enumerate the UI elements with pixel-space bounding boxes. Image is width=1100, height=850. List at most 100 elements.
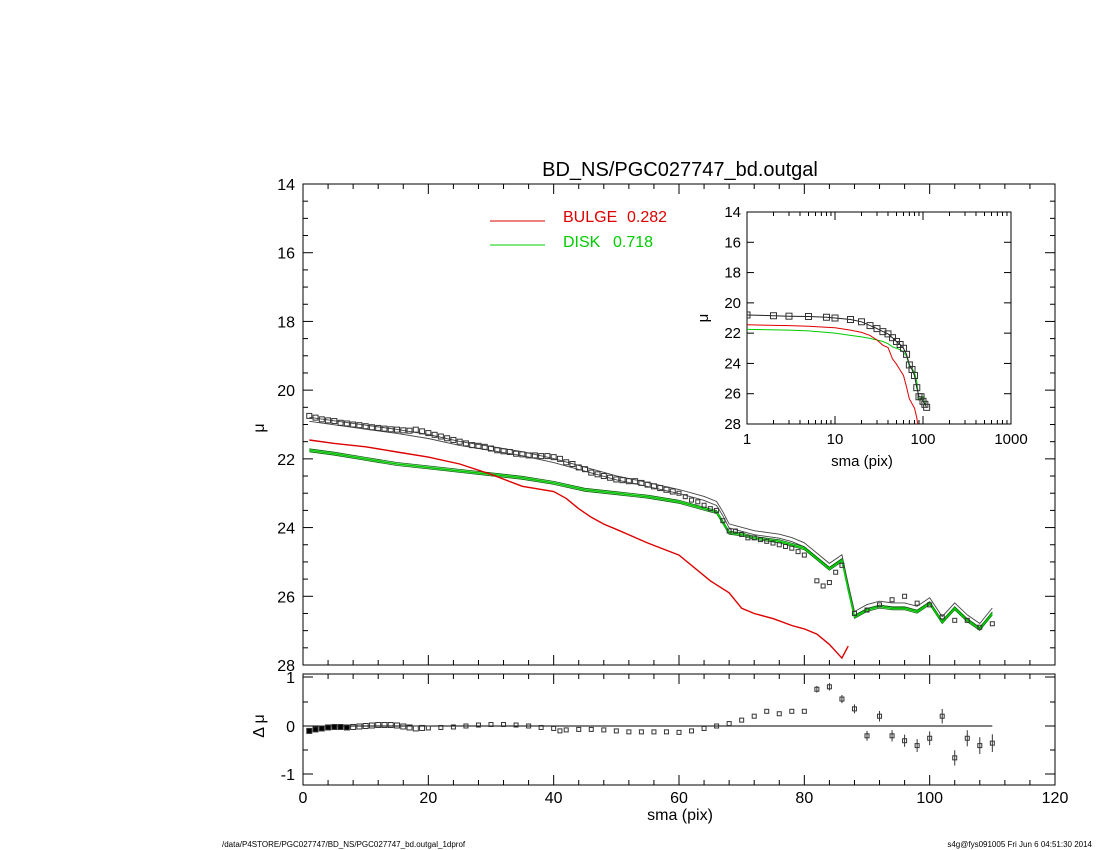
inset-panel: 14 16 18 20 22 24 26 281 10 100 1000 (724, 204, 1027, 448)
main-y-tick-label: 20 (277, 383, 295, 400)
residual-y-tick-label: 1 (286, 670, 295, 687)
inset-x-tick-label: 1000 (994, 431, 1027, 448)
residual-point (576, 726, 582, 732)
data-point (488, 445, 494, 452)
residual-point (826, 684, 832, 690)
main-y-tick-label: 16 (277, 246, 295, 263)
data-point (989, 621, 995, 627)
data-point (833, 569, 839, 575)
data-point (613, 476, 620, 483)
residual-point (626, 729, 632, 735)
data-point (350, 421, 357, 428)
data-point (575, 464, 582, 471)
data-point (695, 499, 701, 505)
residual-point (902, 738, 908, 744)
data-point (732, 528, 738, 534)
residual-point (387, 722, 394, 729)
residual-point (394, 722, 400, 729)
legend-disk-name: DISK (563, 234, 601, 251)
inset-data-point (805, 312, 813, 320)
data-point (481, 443, 488, 450)
data-point (877, 602, 883, 608)
data-point (318, 416, 325, 423)
data-point (701, 502, 707, 508)
data-point (588, 469, 595, 476)
residual-point (801, 708, 807, 714)
disk-line (309, 449, 993, 630)
data-point (814, 578, 820, 584)
data-point (757, 537, 763, 543)
residual-point (368, 722, 375, 729)
residual-point (977, 743, 983, 749)
inset-x-tick-label: 100 (910, 431, 935, 448)
data-point (669, 488, 676, 495)
residual-point (551, 725, 557, 731)
residual-point (638, 729, 644, 735)
inset-x-tick-label: 1 (743, 431, 751, 448)
data-point (456, 438, 463, 445)
data-point (387, 426, 394, 433)
main-y-tick-label: 26 (277, 589, 295, 606)
data-point (776, 542, 782, 548)
inset-y-tick-label: 24 (724, 355, 741, 372)
data-point (412, 426, 419, 433)
residual-point (927, 735, 933, 741)
residual-point (450, 724, 456, 730)
x-tick-label: 80 (795, 790, 813, 807)
residual-point (538, 724, 544, 730)
data-point (431, 431, 438, 438)
data-point (312, 414, 319, 421)
residual-point (764, 708, 770, 714)
data-point (462, 440, 469, 447)
residual-point (362, 723, 369, 729)
data-point (594, 471, 601, 478)
main-plot-area (306, 412, 995, 660)
data-point (707, 506, 713, 512)
x-tick-label: 60 (670, 790, 688, 807)
residual-point (337, 723, 344, 730)
residual-point (889, 733, 895, 739)
chart-title: BD_NS/PGC027747_bd.outgal (542, 159, 818, 181)
inset-y-tick-label: 20 (724, 295, 741, 312)
inset-data-point (785, 312, 793, 320)
residual-point (400, 723, 407, 730)
data-point (394, 426, 400, 433)
data-point (569, 461, 576, 468)
data-point (783, 543, 789, 549)
residual-point (356, 723, 363, 730)
data-point (964, 617, 970, 623)
residual-point (689, 728, 695, 734)
residual-point (381, 722, 388, 729)
footer-timestamp: s4g@fys091005 Fri Jun 6 04:51:30 2014 (947, 840, 1092, 849)
inset-data-point (769, 312, 777, 320)
residual-point (989, 740, 995, 746)
main-y-tick-label: 22 (277, 452, 295, 469)
inset-x-axis-label: sma (pix) (831, 453, 893, 470)
inset-data-point (884, 330, 892, 338)
inset-frame (746, 211, 1012, 425)
data-point (582, 466, 588, 473)
residual-point (343, 724, 350, 731)
residual-point (425, 725, 431, 731)
data-point (362, 423, 369, 430)
residual-point (877, 713, 883, 719)
residual-y-tick-label: 0 (286, 719, 295, 736)
residual-point (312, 726, 319, 733)
data-point (632, 478, 639, 485)
residual-point (419, 724, 426, 731)
data-point (306, 412, 313, 419)
inset-data-point (923, 403, 931, 411)
data-point (714, 507, 720, 513)
data-point (325, 417, 332, 424)
data-point (914, 600, 920, 606)
residual-point (601, 727, 607, 733)
residual-point (701, 725, 707, 731)
inset-x-tick-label: 10 (827, 431, 844, 448)
data-point (826, 580, 832, 586)
data-point (356, 422, 363, 429)
residual-point (751, 713, 757, 719)
residual-point (438, 724, 444, 730)
residual-point (651, 729, 657, 735)
data-point (444, 435, 451, 442)
main-panel: 14 16 18 20 22 24 26 28 (277, 177, 1056, 675)
